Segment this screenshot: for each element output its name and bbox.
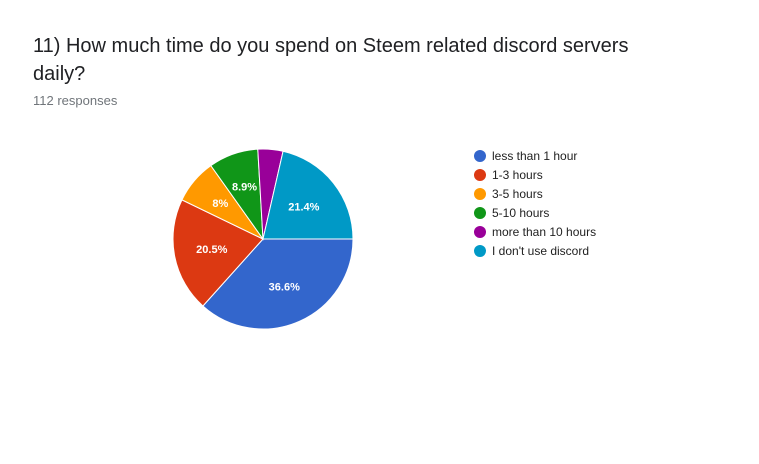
legend-label: 3-5 hours [492,186,543,201]
legend-item-1[interactable]: less than 1 hour [474,146,596,165]
slice-label-3: 8% [212,198,228,210]
slice-label-2: 20.5% [196,244,227,256]
response-count: 112 responses [33,93,118,108]
legend-swatch [474,149,486,162]
legend-label: less than 1 hour [492,148,578,163]
legend-swatch [474,168,486,181]
legend-item-5[interactable]: more than 10 hours [474,222,596,241]
pie-slice-6[interactable] [262,150,354,240]
legend-item-4[interactable]: 5-10 hours [474,203,596,222]
legend-label: 1-3 hours [492,167,543,182]
legend-item-3[interactable]: 3-5 hours [474,184,596,203]
legend-label: I don't use discord [492,243,590,258]
pie-slice-2[interactable] [172,199,264,307]
legend-label: more than 10 hours [492,224,597,239]
slice-label-6: 21.4% [288,201,319,213]
legend-item-2[interactable]: 1-3 hours [474,165,596,184]
slice-label-4: 8.9% [232,181,257,193]
legend-swatch [474,206,486,219]
legend-item-6[interactable]: I don't use discord [474,241,596,260]
pie-slice-1[interactable] [202,238,354,330]
chart-legend: less than 1 hour 1-3 hours 3-5 hours 5-10 h… [474,146,596,260]
legend-swatch [474,244,486,257]
question-title: 11) How much time do you spend on Steem … [33,35,629,85]
legend-swatch [474,187,486,200]
legend-swatch [474,225,486,238]
legend-label: 5-10 hours [492,205,550,220]
slice-label-1: 36.6% [269,282,300,294]
